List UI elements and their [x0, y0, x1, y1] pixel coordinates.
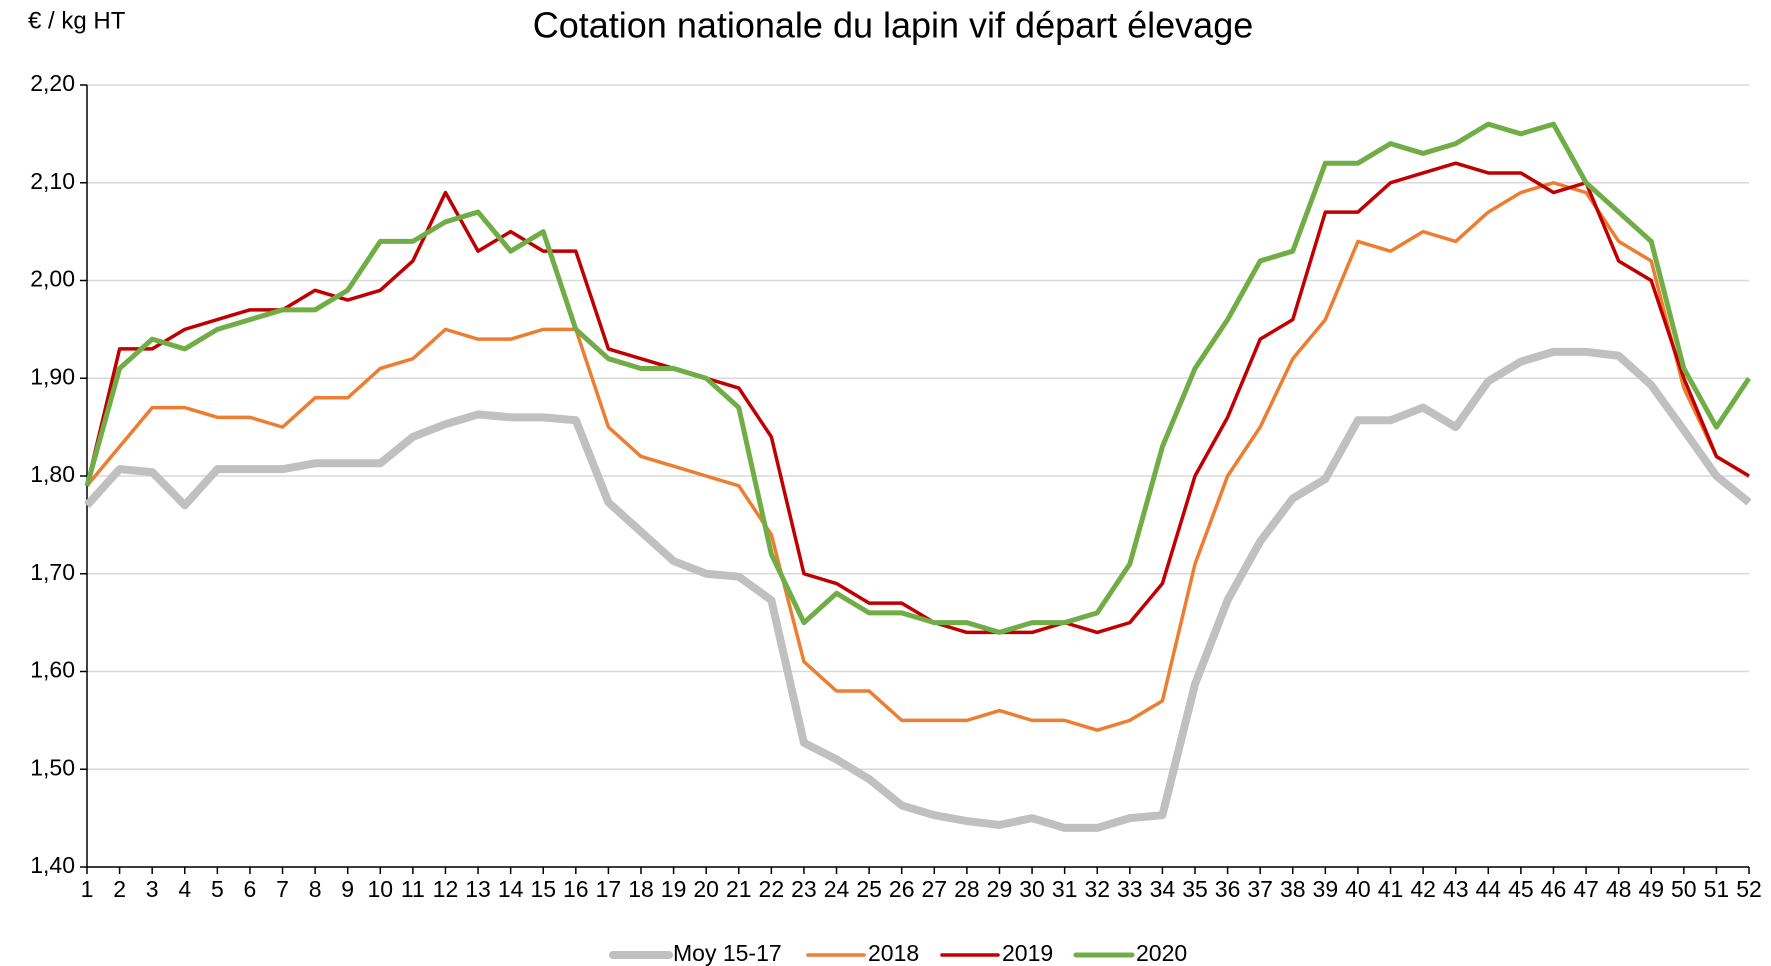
legend-label: Moy 15-17 — [673, 940, 782, 966]
y-tick-label: 2,20 — [30, 70, 75, 96]
x-tick-label: 7 — [276, 876, 289, 902]
x-tick-label: 17 — [596, 876, 622, 902]
x-tick-label: 34 — [1150, 876, 1176, 902]
x-tick-label: 10 — [367, 876, 393, 902]
x-tick-label: 27 — [921, 876, 947, 902]
x-tick-label: 16 — [563, 876, 589, 902]
x-tick-label: 48 — [1606, 876, 1632, 902]
x-tick-label: 40 — [1345, 876, 1371, 902]
x-tick-label: 1 — [81, 876, 94, 902]
x-tick-label: 2 — [113, 876, 126, 902]
x-tick-label: 12 — [433, 876, 459, 902]
series-line — [85, 181, 1750, 732]
legend-label: 2018 — [868, 940, 919, 966]
y-tick-label: 1,60 — [30, 657, 75, 683]
x-tick-label: 19 — [661, 876, 687, 902]
x-tick-label: 30 — [1019, 876, 1045, 902]
x-tick-label: 3 — [146, 876, 159, 902]
x-tick-label: 21 — [726, 876, 752, 902]
x-tick-label: 32 — [1084, 876, 1110, 902]
x-tick-label: 14 — [498, 876, 524, 902]
x-tick-label: 13 — [465, 876, 491, 902]
x-tick-label: 47 — [1573, 876, 1599, 902]
x-tick-label: 4 — [178, 876, 191, 902]
y-tick-label: 1,50 — [30, 754, 75, 780]
x-tick-label: 43 — [1443, 876, 1469, 902]
x-tick-label: 15 — [530, 876, 556, 902]
x-tick-label: 31 — [1052, 876, 1078, 902]
x-tick-label: 25 — [856, 876, 882, 902]
chart-title: Cotation nationale du lapin vif départ é… — [533, 5, 1254, 46]
y-tick-label: 2,10 — [30, 168, 75, 194]
x-tick-label: 5 — [211, 876, 224, 902]
y-tick-label: 2,00 — [30, 266, 75, 292]
x-tick-label: 35 — [1182, 876, 1208, 902]
x-tick-label: 18 — [628, 876, 654, 902]
series-line — [84, 121, 1752, 635]
y-tick-label: 1,90 — [30, 363, 75, 389]
y-tick-label: 1,70 — [30, 559, 75, 585]
y-tick-label: 1,80 — [30, 461, 75, 487]
series-line — [84, 347, 1752, 832]
x-tick-label: 29 — [987, 876, 1013, 902]
x-tick-label: 20 — [693, 876, 719, 902]
x-tick-label: 51 — [1704, 876, 1730, 902]
x-tick-label: 33 — [1117, 876, 1143, 902]
y-tick-label: 1,40 — [30, 852, 75, 878]
x-tick-label: 50 — [1671, 876, 1697, 902]
x-tick-label: 39 — [1313, 876, 1339, 902]
x-tick-label: 28 — [954, 876, 980, 902]
x-tick-label: 9 — [341, 876, 354, 902]
x-tick-label: 23 — [791, 876, 817, 902]
x-tick-label: 11 — [401, 876, 425, 902]
x-tick-label: 46 — [1541, 876, 1567, 902]
x-tick-label: 8 — [309, 876, 322, 902]
y-axis-label: € / kg HT — [28, 7, 126, 34]
x-tick-label: 49 — [1638, 876, 1664, 902]
x-tick-label: 24 — [824, 876, 850, 902]
x-tick-label: 45 — [1508, 876, 1534, 902]
x-tick-label: 42 — [1410, 876, 1436, 902]
x-tick-label: 22 — [759, 876, 785, 902]
x-tick-label: 26 — [889, 876, 915, 902]
legend-label: 2019 — [1002, 940, 1053, 966]
x-tick-label: 52 — [1736, 876, 1762, 902]
x-tick-label: 44 — [1475, 876, 1501, 902]
series-line — [85, 161, 1750, 635]
x-tick-label: 38 — [1280, 876, 1306, 902]
x-tick-label: 36 — [1215, 876, 1241, 902]
x-tick-label: 6 — [244, 876, 257, 902]
legend-label: 2020 — [1136, 940, 1187, 966]
x-tick-label: 37 — [1247, 876, 1273, 902]
x-tick-label: 41 — [1378, 876, 1404, 902]
